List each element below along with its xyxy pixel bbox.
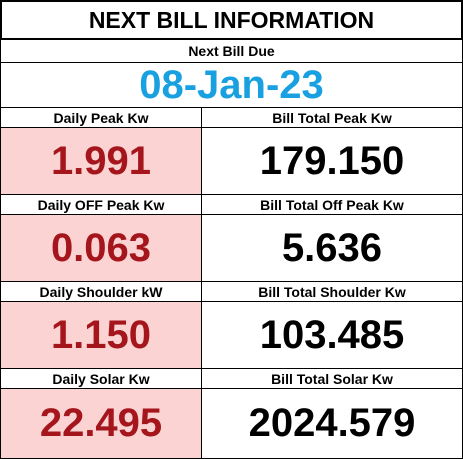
next-bill-due-label: Next Bill Due xyxy=(0,39,463,63)
bill-total-shoulder-label: Bill Total Shoulder Kw xyxy=(201,281,463,302)
next-bill-due-date: 08-Jan-23 xyxy=(0,62,463,108)
bill-total-solar-value: 2024.579 xyxy=(201,388,463,459)
bill-total-solar-label: Bill Total Solar Kw xyxy=(201,368,463,389)
daily-solar-label: Daily Solar Kw xyxy=(0,368,202,389)
bill-total-off-peak-label: Bill Total Off Peak Kw xyxy=(201,194,463,215)
bill-total-peak-label: Bill Total Peak Kw xyxy=(201,107,463,128)
sheet-title: NEXT BILL INFORMATION xyxy=(0,0,463,40)
daily-peak-label: Daily Peak Kw xyxy=(0,107,202,128)
daily-off-peak-value: 0.063 xyxy=(0,214,202,282)
bill-total-peak-value: 179.150 xyxy=(201,127,463,195)
daily-peak-value: 1.991 xyxy=(0,127,202,195)
daily-shoulder-value: 1.150 xyxy=(0,301,202,369)
daily-shoulder-label: Daily Shoulder kW xyxy=(0,281,202,302)
daily-off-peak-label: Daily OFF Peak Kw xyxy=(0,194,202,215)
daily-solar-value: 22.495 xyxy=(0,388,202,459)
bill-total-shoulder-value: 103.485 xyxy=(201,301,463,369)
bill-total-off-peak-value: 5.636 xyxy=(201,214,463,282)
